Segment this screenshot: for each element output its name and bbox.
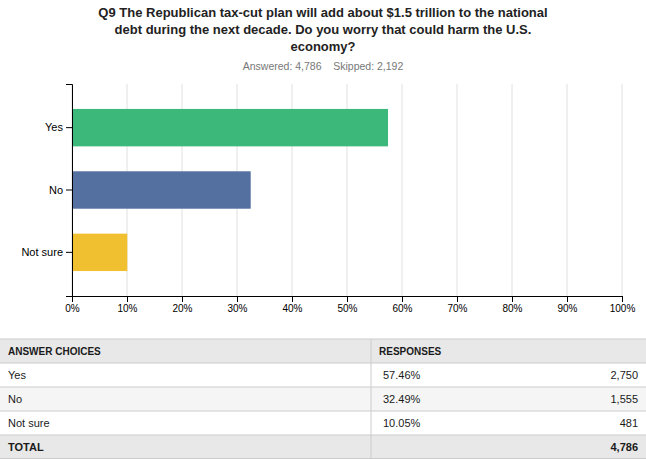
x-tick-mark [292, 296, 293, 302]
x-tick-label: 70% [447, 303, 467, 314]
grid-line [402, 84, 403, 296]
table-label: Yes [8, 369, 26, 381]
title-line: Q9 The Republican tax-cut plan will add … [98, 5, 547, 20]
table-label: Not sure [8, 417, 50, 429]
table-separator [0, 387, 646, 388]
x-tick-label: 0% [65, 303, 80, 314]
grid-line [512, 84, 513, 296]
table-separator [0, 458, 646, 459]
x-tick-label: 20% [172, 303, 192, 314]
y-tick: Yes [45, 121, 72, 133]
table-separator [0, 339, 646, 340]
table-label: TOTAL [8, 441, 44, 453]
bars [72, 109, 388, 271]
x-tick-label: 100% [610, 303, 636, 314]
x-tick: 40% [282, 296, 302, 314]
x-tick-mark [402, 296, 403, 302]
x-tick-label: 10% [117, 303, 137, 314]
chart-svg: Q9 The Republican tax-cut plan will add … [0, 0, 646, 459]
table-row-bg [0, 435, 646, 459]
table-separator [0, 435, 646, 436]
table-count: 1,555 [610, 393, 638, 405]
x-axis: 0% 10% 20% 30% 40% 50% 60% 70% 80% 90% 100% [65, 296, 635, 314]
x-tick: 30% [227, 296, 247, 314]
x-tick: 100% [610, 296, 636, 314]
y-tick-mark [66, 127, 72, 128]
title-line: debt during the next decade. Do you worr… [115, 22, 532, 37]
bar [72, 109, 388, 146]
table-count: 4,786 [610, 441, 638, 453]
y-tick-mark [66, 190, 72, 191]
y-tick-label: Yes [45, 121, 63, 133]
x-axis-line [73, 297, 623, 303]
bar [72, 234, 127, 271]
grid [72, 84, 622, 296]
x-tick-label: 40% [282, 303, 302, 314]
x-tick: 60% [392, 296, 412, 314]
grid-line [457, 84, 458, 296]
x-tick-mark [457, 296, 458, 302]
x-tick: 70% [447, 296, 467, 314]
x-tick: 20% [172, 296, 192, 314]
table-percent: 32.49% [383, 393, 421, 405]
title: Q9 The Republican tax-cut plan will add … [98, 5, 547, 54]
x-tick: 0% [65, 296, 80, 314]
x-tick-mark [567, 296, 568, 302]
x-tick: 10% [117, 296, 137, 314]
y-tick-mark [66, 252, 72, 253]
table-label: No [8, 393, 22, 405]
grid-line [622, 84, 623, 296]
title-line: economy? [290, 39, 355, 54]
table-separator [0, 363, 646, 364]
table-row-bg [0, 339, 646, 363]
table-percent: 57.46% [383, 369, 421, 381]
table-count: 2,750 [610, 369, 638, 381]
table-row-bg [0, 387, 646, 411]
x-tick-label: 90% [557, 303, 577, 314]
x-tick-label: 30% [227, 303, 247, 314]
grid-line [567, 84, 568, 296]
x-tick-label: 50% [337, 303, 357, 314]
y-tick: Not sure [21, 246, 72, 258]
x-tick: 80% [502, 296, 522, 314]
x-tick-label: 80% [502, 303, 522, 314]
bar [72, 171, 251, 208]
x-tick-mark [237, 296, 238, 302]
table-separator [371, 339, 372, 459]
table: ANSWER CHOICES RESPONSES Yes 57.46% 2,750 No 3… [0, 339, 646, 459]
subtitle: Answered: 4,786 Skipped: 2,192 [243, 60, 404, 72]
y-axis: Yes No Not sure [21, 85, 72, 297]
table-header: RESPONSES [379, 346, 442, 357]
x-tick-mark [182, 296, 183, 302]
y-axis-line [66, 85, 73, 297]
x-tick-mark [512, 296, 513, 302]
y-tick: No [49, 184, 72, 196]
y-tick-label: No [49, 184, 63, 196]
x-tick-mark [127, 296, 128, 302]
table-count: 481 [620, 417, 638, 429]
x-tick: 90% [557, 296, 577, 314]
table-header: ANSWER CHOICES [8, 346, 101, 357]
x-tick-mark [347, 296, 348, 302]
table-row-bg [0, 411, 646, 435]
x-tick-label: 60% [392, 303, 412, 314]
y-tick-label: Not sure [21, 246, 63, 258]
x-tick: 50% [337, 296, 357, 314]
table-percent: 10.05% [383, 417, 421, 429]
table-row-bg [0, 363, 646, 387]
x-tick-mark [622, 296, 623, 302]
table-separator [0, 411, 646, 412]
